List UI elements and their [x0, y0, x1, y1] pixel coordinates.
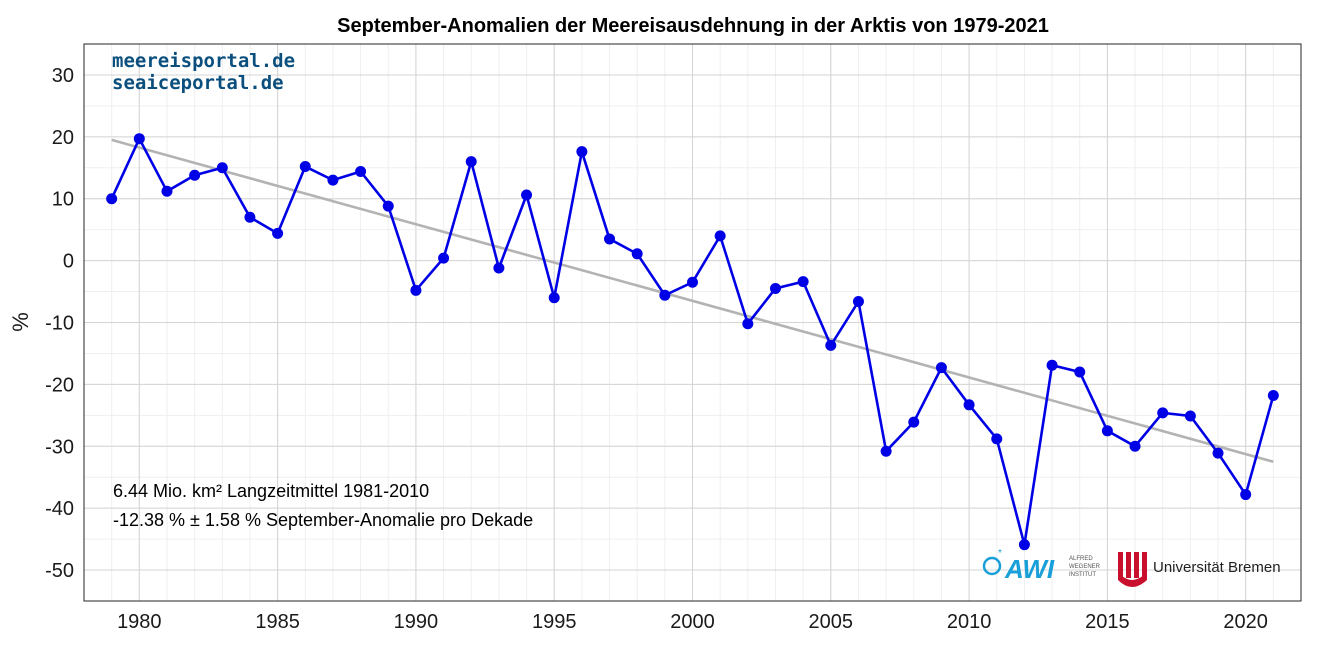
data-point — [659, 289, 671, 301]
site-name-en: seaiceportal.de — [112, 72, 284, 94]
data-point — [852, 295, 864, 307]
annotation-trend: -12.38 % ± 1.58 % September-Anomalie pro… — [113, 510, 533, 530]
awi-logo: * AWI ALFRED WEGENER INSTITUT — [982, 548, 1101, 584]
data-point — [714, 230, 726, 242]
data-point — [244, 211, 256, 223]
data-point — [769, 282, 781, 294]
data-point — [742, 318, 754, 330]
data-point — [1018, 539, 1030, 551]
grid — [83, 43, 1302, 602]
y-tick-label: -10 — [45, 313, 74, 335]
x-tick-label: 1990 — [394, 611, 439, 633]
x-tick-label: 2020 — [1223, 611, 1268, 633]
data-point — [1101, 425, 1113, 437]
annotation-mean: 6.44 Mio. km² Langzeitmittel 1981-2010 — [113, 481, 429, 501]
data-point — [548, 292, 560, 304]
data-point — [604, 233, 616, 245]
data-point — [438, 252, 450, 264]
awi-star-icon: * — [998, 548, 1002, 559]
y-tick-label: 10 — [52, 189, 74, 211]
awi-line-2: WEGENER — [1069, 564, 1101, 570]
data-point — [355, 165, 367, 177]
awi-line-1: ALFRED — [1069, 556, 1093, 562]
data-point — [1157, 407, 1169, 419]
data-point — [133, 133, 145, 145]
y-tick-label: -30 — [45, 436, 74, 458]
data-point — [1184, 410, 1196, 422]
data-point — [797, 276, 809, 288]
data-point — [161, 185, 173, 197]
data-point — [963, 399, 975, 411]
y-tick-label: 0 — [63, 251, 74, 273]
data-point — [825, 339, 837, 351]
data-point — [991, 433, 1003, 445]
y-tick-label: -50 — [45, 560, 74, 582]
data-point — [189, 169, 201, 181]
chart-title: September-Anomalien der Meereisausdehnun… — [337, 15, 1049, 37]
data-point — [1267, 390, 1279, 402]
data-point — [1074, 366, 1086, 378]
data-point — [382, 200, 394, 212]
plot-frame — [83, 43, 1302, 602]
data-point — [106, 193, 118, 205]
data-point — [908, 416, 920, 428]
data-point — [576, 146, 588, 158]
y-tick-label: 30 — [52, 65, 74, 87]
data-point — [880, 445, 892, 457]
data-point — [521, 189, 533, 201]
x-tick-label: 2010 — [947, 611, 992, 633]
x-tick-label: 1980 — [117, 611, 162, 633]
data-point — [935, 362, 947, 374]
data-point — [1240, 489, 1252, 501]
x-tick-label: 2000 — [670, 611, 715, 633]
y-axis-label: % — [8, 312, 33, 332]
data-point — [216, 162, 228, 174]
data-point — [410, 284, 422, 296]
awi-wordmark: AWI — [1004, 554, 1055, 584]
data-point — [687, 276, 698, 288]
uni-bremen-logo: Universität Bremen — [1118, 552, 1281, 587]
y-tick-label: 20 — [52, 127, 74, 149]
x-tick-label: 1995 — [532, 611, 577, 633]
data-point — [1212, 447, 1224, 459]
awi-line-3: INSTITUT — [1069, 572, 1096, 578]
y-tick-label: -20 — [45, 374, 74, 396]
trend-line — [111, 138, 1274, 464]
awi-globe-icon — [982, 556, 1002, 576]
y-tick-label: -40 — [45, 498, 74, 520]
data-point — [631, 248, 643, 260]
uni-bremen-emblem-icon — [1118, 552, 1147, 587]
tick-labels: 1980 1985 1990 1995 2000 2005 2010 2015 2020-50-… — [45, 65, 1268, 633]
data-points — [106, 133, 1279, 551]
data-point — [327, 174, 339, 186]
data-point — [299, 161, 311, 173]
x-tick-label: 1985 — [255, 611, 300, 633]
data-point — [272, 227, 284, 239]
data-point — [1046, 359, 1058, 371]
x-tick-label: 2015 — [1085, 611, 1130, 633]
x-tick-label: 2005 — [809, 611, 854, 633]
data-point — [1129, 440, 1141, 452]
data-point — [465, 156, 477, 168]
site-name-de: meereisportal.de — [112, 50, 295, 72]
data-point — [493, 262, 505, 274]
uni-bremen-name: Universität Bremen — [1153, 559, 1281, 576]
